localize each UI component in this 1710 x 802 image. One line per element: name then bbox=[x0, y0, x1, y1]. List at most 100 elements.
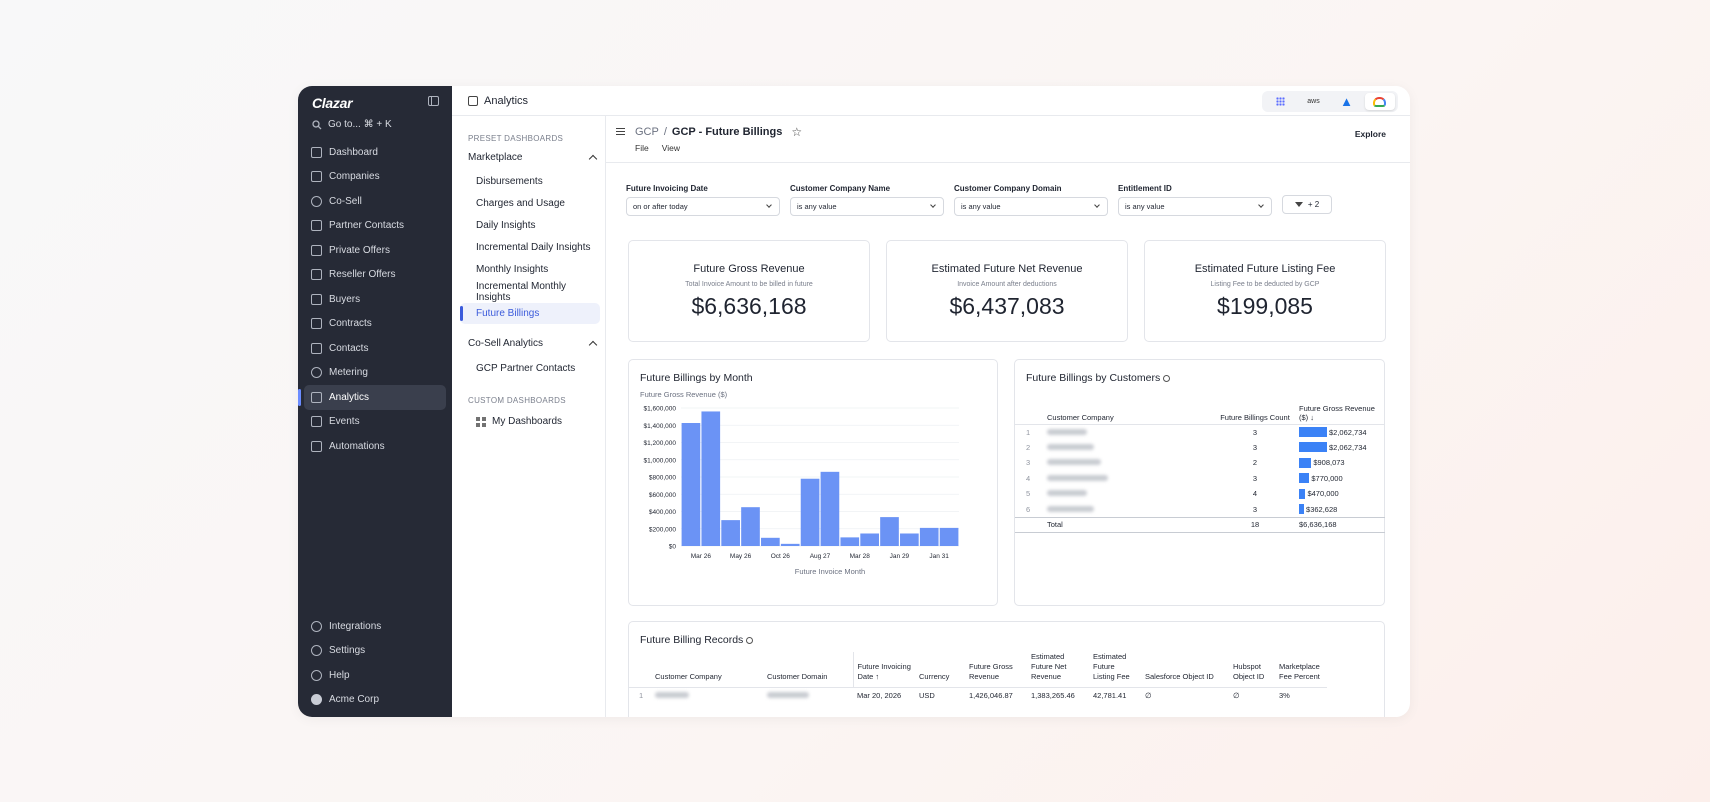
row-number: 6 bbox=[1026, 504, 1031, 514]
filter-select[interactable]: is any value bbox=[1118, 197, 1272, 216]
revenue-bar-cell: $770,000 bbox=[1299, 473, 1385, 484]
filter-select[interactable]: is any value bbox=[790, 197, 944, 216]
sidebar-item-integrations[interactable]: Integrations bbox=[304, 614, 446, 639]
marketplace-group[interactable]: Marketplace bbox=[468, 152, 598, 164]
file-menu: File View bbox=[635, 143, 680, 153]
dashboard-item-monthly-insights[interactable]: Monthly Insights bbox=[476, 264, 549, 275]
revenue-cell: $362,628 bbox=[1293, 502, 1385, 518]
dashboard-item-daily-insights[interactable]: Daily Insights bbox=[476, 220, 536, 231]
sidebar-item-settings[interactable]: Settings bbox=[304, 639, 446, 664]
all-clouds-button[interactable] bbox=[1266, 93, 1296, 110]
sidebar-item-label: Settings bbox=[329, 645, 366, 657]
filter-select[interactable]: is any value bbox=[954, 197, 1108, 216]
kpi-card: Estimated Future Net Revenue Invoice Amou… bbox=[886, 240, 1128, 342]
sidebar-item-co-sell[interactable]: Co-Sell bbox=[304, 189, 446, 214]
gross-cell: 1,426,046.87 bbox=[969, 691, 1013, 700]
sidebar-item-contacts[interactable]: Contacts bbox=[304, 336, 446, 361]
cosell-group[interactable]: Co-Sell Analytics bbox=[468, 338, 598, 350]
sidebar-item-buyers[interactable]: Buyers bbox=[304, 287, 446, 312]
y-tick-label: $1,200,000 bbox=[643, 440, 676, 447]
my-dashboards-label: My Dashboards bbox=[492, 416, 563, 427]
gauge-icon bbox=[311, 367, 322, 379]
revenue-value: $2,062,734 bbox=[1329, 442, 1367, 452]
sidebar-item-analytics[interactable]: Analytics bbox=[298, 385, 446, 410]
billings-by-month-chart: Future Gross Revenue ($) $0 $200,000 $400,0… bbox=[640, 390, 959, 576]
sidebar-item-label: Contacts bbox=[329, 342, 369, 354]
filter-value: is any value bbox=[961, 202, 1001, 211]
explore-button[interactable]: Explore bbox=[1354, 129, 1386, 139]
bar bbox=[919, 527, 939, 546]
sidebar-item-label: Automations bbox=[329, 440, 385, 452]
info-icon[interactable] bbox=[1163, 374, 1171, 382]
kpi-title: Estimated Future Net Revenue bbox=[931, 263, 1083, 275]
view-menu-item[interactable]: View bbox=[661, 143, 680, 153]
search-icon bbox=[312, 119, 322, 129]
company-header[interactable]: Customer Company bbox=[1047, 396, 1217, 425]
main-area: Analytics aws ▲ PRESET DASHBOARDS Market… bbox=[452, 86, 1410, 717]
more-filters-button[interactable]: + 2 bbox=[1282, 195, 1332, 214]
records-title: Future Billing Records bbox=[640, 634, 754, 646]
dashboard-item-incremental-daily-insights[interactable]: Incremental Daily Insights bbox=[476, 242, 591, 253]
sidebar-item-events[interactable]: Events bbox=[304, 410, 446, 435]
records-header-6[interactable]: Estimated Future Listing Fee bbox=[1089, 652, 1141, 688]
dashboard-item-charges-and-usage[interactable]: Charges and Usage bbox=[476, 198, 565, 209]
table-row[interactable]: 1 3 $2,062,734 bbox=[1015, 424, 1385, 440]
records-header-8[interactable]: Hubspot Object ID bbox=[1229, 652, 1275, 688]
breadcrumb-gcp[interactable]: GCP bbox=[635, 126, 659, 138]
goto-search[interactable]: Go to... ⌘ + K bbox=[312, 119, 392, 130]
my-dashboards-item[interactable]: My Dashboards bbox=[460, 411, 600, 432]
table-row[interactable]: 2 3 $2,062,734 bbox=[1015, 440, 1385, 456]
revenue-header[interactable]: Future Gross Revenue ($) ↓ bbox=[1293, 396, 1385, 425]
table-row[interactable]: 4 3 $770,000 bbox=[1015, 471, 1385, 487]
dashboard-item-future-billings[interactable]: Future Billings bbox=[460, 303, 600, 324]
count-cell: 3 bbox=[1252, 427, 1258, 437]
kpi-value: $6,636,168 bbox=[691, 293, 807, 319]
sidebar-item-reseller-offers[interactable]: Reseller Offers bbox=[304, 263, 446, 288]
count-cell: 4 bbox=[1252, 489, 1258, 499]
filter-select[interactable]: on or after today bbox=[626, 197, 780, 216]
records-header-1[interactable]: Customer Domain bbox=[763, 652, 853, 688]
gcp-icon bbox=[1373, 96, 1386, 107]
sidebar-item-label: Private Offers bbox=[329, 244, 390, 256]
sidebar-item-partner-contacts[interactable]: Partner Contacts bbox=[304, 214, 446, 239]
table-row[interactable]: 3 2 $908,073 bbox=[1015, 455, 1385, 471]
sidebar-item-metering[interactable]: Metering bbox=[304, 361, 446, 386]
table-row[interactable]: 1 Mar 20, 2026 USD 1,426,046.87 1,383,265.46… bbox=[629, 688, 1327, 704]
records-header-2[interactable]: Future Invoicing Date ↑ bbox=[852, 652, 915, 688]
file-menu-item[interactable]: File bbox=[635, 143, 649, 153]
sidebar-item-dashboard[interactable]: Dashboard bbox=[304, 140, 446, 165]
sidebar-item-contracts[interactable]: Contracts bbox=[304, 312, 446, 337]
kpi-value: $6,437,083 bbox=[949, 293, 1065, 319]
records-header-9[interactable]: Marketplace Fee Percent bbox=[1275, 652, 1327, 688]
records-header-3[interactable]: Currency bbox=[915, 652, 965, 688]
menu-icon[interactable] bbox=[616, 128, 625, 135]
y-tick-label: $400,000 bbox=[649, 509, 676, 516]
sidebar-item-companies[interactable]: Companies bbox=[304, 165, 446, 190]
azure-button[interactable]: ▲ bbox=[1332, 93, 1362, 110]
sidebar-item-help[interactable]: Help bbox=[304, 663, 446, 688]
table-row[interactable]: 6 3 $362,628 bbox=[1015, 502, 1385, 518]
gcp-button[interactable] bbox=[1364, 93, 1395, 110]
dashboard-item-gcp-partner-contacts[interactable]: GCP Partner Contacts bbox=[476, 363, 576, 374]
analytics-page-icon bbox=[468, 95, 478, 106]
dashboard-item-disbursements[interactable]: Disbursements bbox=[476, 176, 543, 187]
x-tick-label: Jan 31 bbox=[929, 553, 949, 560]
count-header[interactable]: Future Billings Count bbox=[1217, 396, 1293, 425]
records-header-5[interactable]: Estimated Future Net Revenue bbox=[1027, 652, 1089, 688]
records-header-0[interactable]: Customer Company bbox=[651, 652, 763, 688]
records-header-7[interactable]: Salesforce Object ID bbox=[1141, 652, 1229, 688]
redacted-company bbox=[1047, 428, 1087, 435]
info-icon[interactable] bbox=[746, 636, 754, 644]
sidebar-item-acme-corp[interactable]: Acme Corp bbox=[304, 688, 446, 713]
sidebar-item-automations[interactable]: Automations bbox=[304, 434, 446, 459]
collapse-sidebar-icon[interactable] bbox=[428, 96, 439, 106]
x-axis-label: Future Invoice Month bbox=[795, 567, 865, 576]
pct-cell: 3% bbox=[1279, 691, 1290, 700]
records-header-4[interactable]: Future Gross Revenue bbox=[965, 652, 1027, 688]
star-icon[interactable]: ☆ bbox=[791, 125, 803, 139]
aws-button[interactable]: aws bbox=[1299, 93, 1329, 110]
sidebar-item-private-offers[interactable]: Private Offers bbox=[304, 238, 446, 263]
dashboard-item-incremental-monthly-insights[interactable]: Incremental Monthly Insights bbox=[476, 280, 567, 303]
bar bbox=[900, 533, 919, 546]
table-row[interactable]: 5 4 $470,000 bbox=[1015, 486, 1385, 502]
